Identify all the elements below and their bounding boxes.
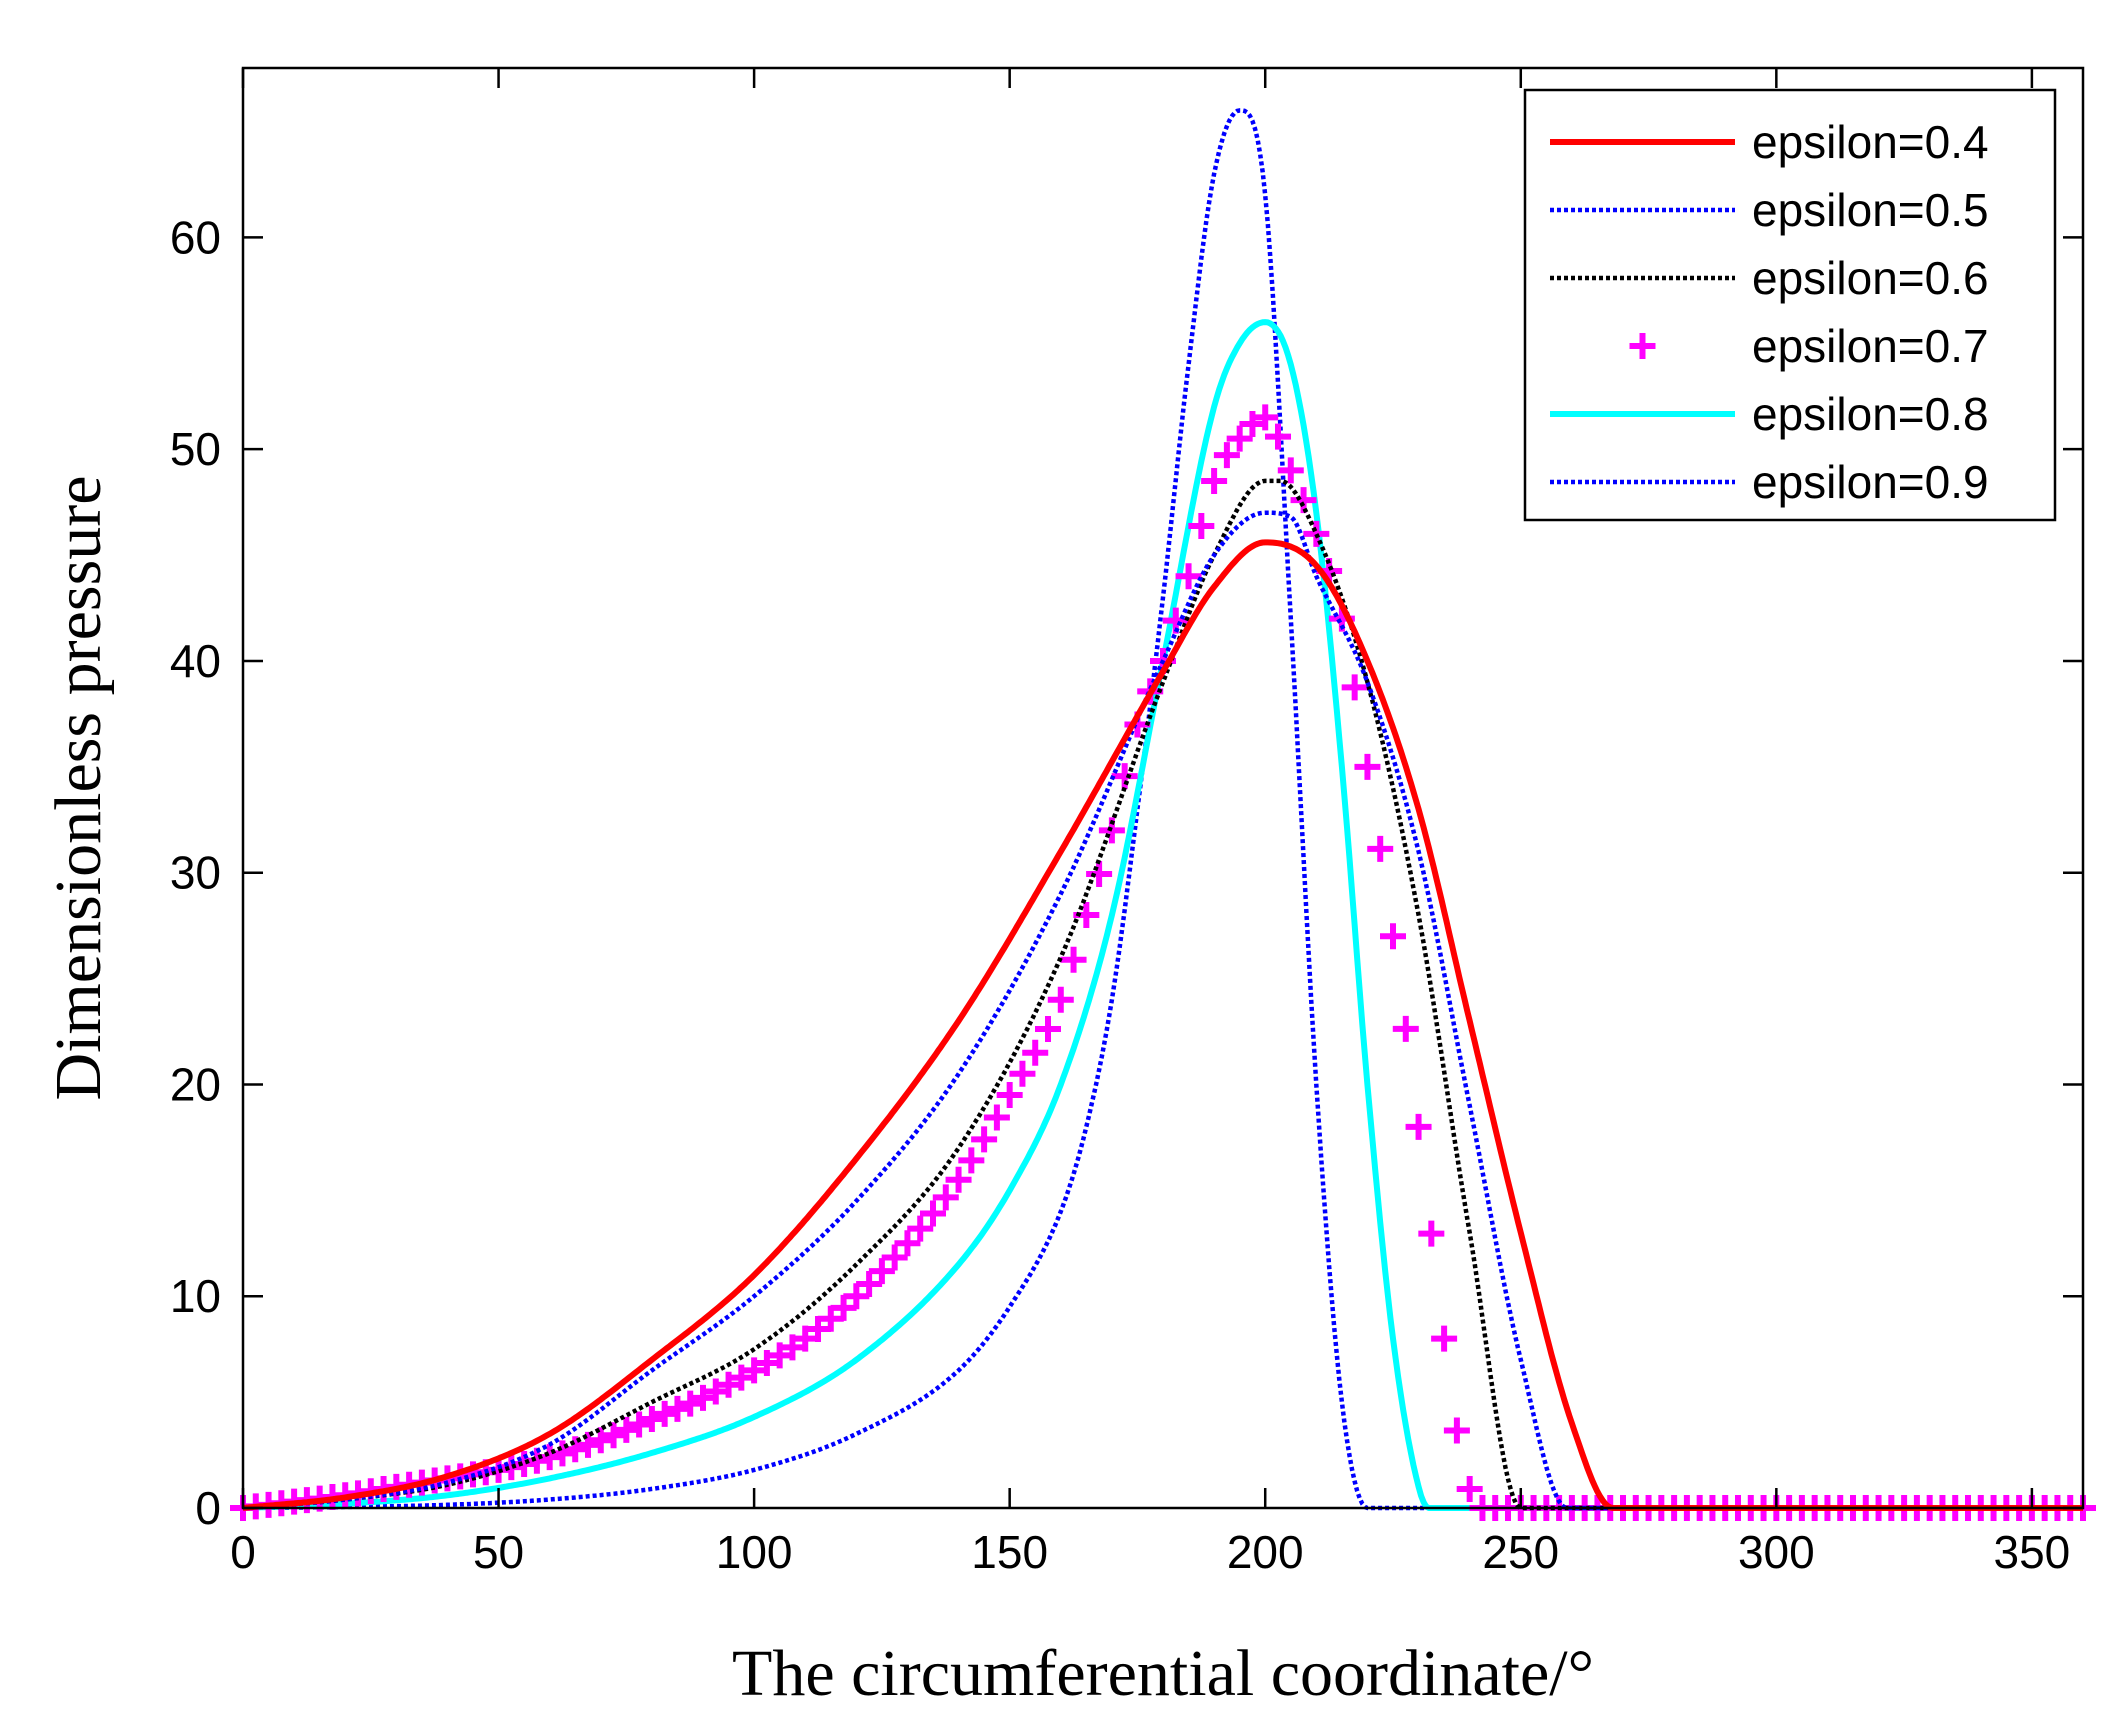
data-point [600,1422,627,1449]
data-point [996,1082,1023,1109]
data-point [1226,425,1253,452]
data-point [1456,1476,1483,1503]
data-point [1341,674,1368,701]
data-point [1252,404,1279,431]
y-tick-label: 20 [170,1058,221,1110]
data-point [651,1400,678,1427]
y-tick-label: 40 [170,635,221,687]
data-point [575,1431,601,1458]
legend-entry: epsilon=0.6 [1550,252,1989,304]
x-tick-label: 0 [230,1526,256,1578]
data-point [881,1244,908,1271]
y-axis-title: Dimensionless pressure [42,475,115,1100]
x-tick-label: 100 [716,1526,793,1578]
y-tick-label: 10 [170,1270,221,1322]
data-point [1035,1016,1061,1043]
x-tick-label: 300 [1738,1526,1815,1578]
data-point [856,1270,883,1297]
series-line-epsilon-0-9 [243,108,2083,1511]
data-point [1354,753,1381,780]
x-tick-label: 200 [1227,1526,1304,1578]
y-tick-label: 30 [170,847,221,899]
data-point [613,1416,640,1443]
legend-label: epsilon=0.7 [1752,320,1989,372]
legend-entry: epsilon=0.5 [1550,184,1989,236]
data-point [868,1258,895,1285]
data-point [1367,835,1394,862]
data-point [1022,1039,1049,1066]
legend-entry: epsilon=0.4 [1550,116,1989,168]
data-point [1277,457,1304,484]
legend-label: epsilon=0.8 [1752,388,1989,440]
data-point [958,1147,985,1174]
legend-box [1523,88,2057,522]
data-point [1303,520,1330,547]
data-point [1418,1220,1445,1247]
legend-entry: epsilon=0.9 [1550,456,1989,508]
x-tick-label: 350 [1994,1526,2071,1578]
data-point [1392,1015,1419,1042]
y-tick-label: 0 [195,1482,221,1534]
data-point [1201,467,1228,494]
y-tick-label: 60 [170,211,221,263]
legend: epsilon=0.4 epsilon=0.5 epsilon=0.6 epsilon… [1523,88,2057,522]
plot-frame [241,66,2085,1510]
legend-entry: epsilon=0.8 [1550,388,1989,440]
data-point [1188,512,1215,539]
data-point [1443,1417,1470,1444]
data-point [932,1184,959,1211]
data-point [920,1200,946,1227]
legend-label: epsilon=0.6 [1752,252,1989,304]
data-point [907,1215,934,1242]
legend-label: epsilon=0.5 [1752,184,1989,236]
series-line-epsilon-0-5 [242,510,2083,1511]
data-point [1047,986,1074,1013]
y-tick-label: 50 [170,423,221,475]
data-point [971,1126,998,1153]
data-point [843,1283,870,1310]
x-tick-label: 150 [971,1526,1048,1578]
data-point [945,1166,972,1193]
data-point [1060,946,1087,973]
legend-marker [1629,333,1656,359]
data-point [498,1454,525,1481]
tick-layer: 0 50 100 150 200 250 300 350 0 10 20 30 40 50 60 [170,68,2083,1578]
x-tick-label: 250 [1482,1526,1559,1578]
data-point [1111,763,1138,790]
data-point [1009,1060,1036,1087]
data-point [1086,861,1113,888]
data-point [587,1427,614,1454]
data-point [664,1395,691,1422]
legend-label: epsilon=0.9 [1752,456,1989,508]
data-point [1175,563,1202,590]
data-point [1380,923,1406,950]
data-point [1290,487,1317,514]
x-tick-label: 50 [473,1526,524,1578]
x-axis-title: The circumferential coordinate/° [732,1637,1594,1710]
legend-entry: epsilon=0.7 [1629,320,1989,372]
data-point [1405,1113,1432,1140]
legend-label: epsilon=0.4 [1752,116,1989,168]
data-point [983,1104,1010,1131]
data-point [894,1230,921,1257]
data-point [626,1411,653,1438]
data-point [562,1436,589,1463]
data-point [1431,1325,1458,1352]
data-point [1213,442,1240,469]
data-point [638,1406,665,1433]
data-point [1265,423,1291,450]
